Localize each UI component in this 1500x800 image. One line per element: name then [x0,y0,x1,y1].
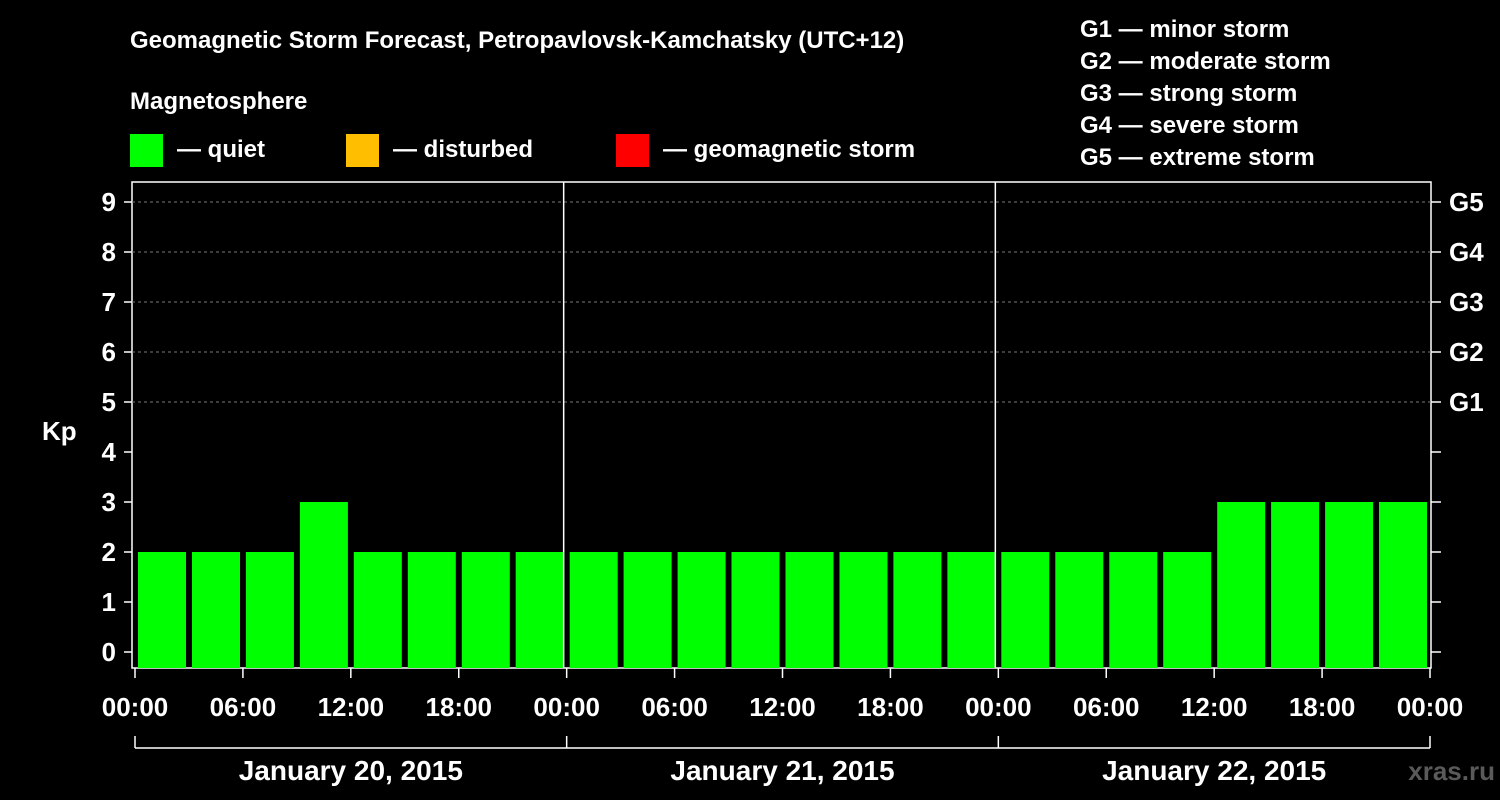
y-tick-label-8: 8 [102,237,116,267]
x-tick-label-10: 12:00 [1181,692,1248,722]
magnetosphere-title: Magnetosphere [130,88,307,115]
y-tick-label-7: 7 [102,287,116,317]
bar-5 [407,552,456,668]
bar-18 [1109,552,1158,668]
x-tick-label-6: 12:00 [749,692,816,722]
bar-23 [1379,502,1427,668]
x-tick-label-5: 06:00 [641,692,708,722]
bar-16 [1001,552,1050,668]
y-tick-label-0: 0 [102,637,116,667]
legend-label-disturbed: — disturbed [393,136,533,163]
bar-17 [1055,552,1104,668]
x-tick-label-7: 18:00 [857,692,924,722]
bar-9 [623,552,672,668]
day-label-0: January 20, 2015 [239,755,463,786]
legend-label-storm: — geomagnetic storm [663,136,915,163]
bar-22 [1325,502,1374,668]
storm-level-label-g2: G2 [1449,337,1484,367]
y-axis-label: Kp [42,416,77,446]
bar-13 [839,552,888,668]
storm-legend-g5: G5 — extreme storm [1080,144,1315,171]
x-tick-label-8: 00:00 [965,692,1032,722]
storm-legend-g2: G2 — moderate storm [1080,48,1331,75]
bar-20 [1217,502,1266,668]
bar-10 [677,552,726,668]
bar-2 [245,552,294,668]
y-tick-label-4: 4 [102,437,117,467]
bar-0 [138,552,186,668]
storm-legend-g1: G1 — minor storm [1080,16,1289,43]
storm-level-label-g1: G1 [1449,387,1484,417]
legend-swatch-disturbed [346,134,379,167]
watermark: xras.ru [1408,756,1495,786]
storm-level-label-g5: G5 [1449,187,1484,217]
day-separators [562,182,997,668]
x-tick-label-9: 06:00 [1073,692,1140,722]
x-tick-label-1: 06:00 [210,692,277,722]
x-ticks: 00:00 06:00 12:00 18:00 00:00 06:00 12:00 18:00… [102,668,1464,722]
storm-level-label-g4: G4 [1449,237,1484,267]
x-tick-label-12: 00:00 [1397,692,1464,722]
y-tick-label-2: 2 [102,537,116,567]
y-ticks: 0 1 2 3 4 5 6 7 8 9 [102,187,132,667]
bar-3 [299,502,348,668]
legend-swatch-quiet [130,134,163,167]
bar-7 [515,552,564,668]
day-axis: January 20, 2015 January 21, 2015 January … [134,736,1431,786]
storm-level-label-g3: G3 [1449,287,1484,317]
chart-title: Geomagnetic Storm Forecast, Petropavlovs… [130,27,904,54]
y-tick-label-1: 1 [102,587,116,617]
y-tick-label-5: 5 [102,387,116,417]
y-tick-label-9: 9 [102,187,116,217]
bars [138,502,1427,668]
y-tick-label-3: 3 [102,487,116,517]
storm-legend-g4: G4 — severe storm [1080,112,1299,139]
x-tick-label-0: 00:00 [102,692,169,722]
bar-21 [1271,502,1320,668]
x-tick-label-4: 00:00 [533,692,600,722]
x-tick-label-11: 18:00 [1289,692,1356,722]
legend-label-quiet: — quiet [177,136,265,163]
bar-8 [569,552,618,668]
x-tick-label-2: 12:00 [318,692,385,722]
storm-legend-g3: G3 — strong storm [1080,80,1297,107]
y-tick-label-6: 6 [102,337,116,367]
bar-6 [461,552,510,668]
bar-1 [192,552,240,668]
legend-swatch-storm [616,134,649,167]
bar-11 [731,552,780,668]
day-label-1: January 21, 2015 [670,755,894,786]
magnetosphere-legend: — quiet — disturbed — geomagnetic storm [130,134,915,167]
day-label-2: January 22, 2015 [1102,755,1326,786]
bar-19 [1163,552,1212,668]
bar-4 [353,552,402,668]
gridlines [132,201,1431,403]
x-tick-label-3: 18:00 [426,692,493,722]
storm-level-legend: G1 — minor storm G2 — moderate storm G3 … [1080,16,1331,171]
bar-14 [893,552,942,668]
bar-15 [947,552,996,668]
storm-level-ticks: G1 G2 G3 G4 G5 [1431,187,1484,653]
bar-12 [785,552,834,668]
plot-frame [131,181,1432,669]
